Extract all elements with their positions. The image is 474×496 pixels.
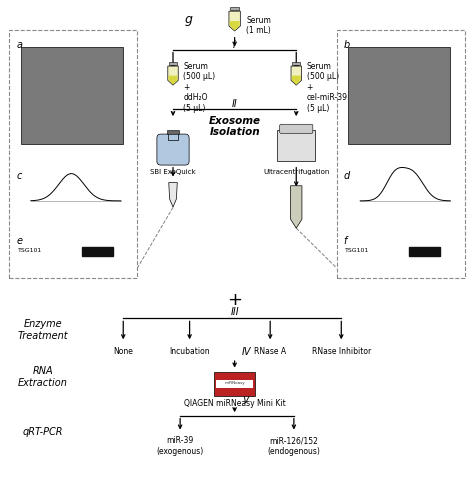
- Text: II: II: [232, 99, 237, 109]
- FancyBboxPatch shape: [292, 62, 301, 65]
- FancyBboxPatch shape: [157, 134, 189, 165]
- Text: None: None: [113, 347, 133, 356]
- Polygon shape: [229, 21, 240, 31]
- FancyBboxPatch shape: [280, 124, 313, 133]
- Text: Serum
(1 mL): Serum (1 mL): [246, 16, 271, 35]
- FancyBboxPatch shape: [337, 30, 465, 278]
- Text: Serum
(500 μL)
+
ddH₂O
(5 μL): Serum (500 μL) + ddH₂O (5 μL): [183, 62, 216, 113]
- Text: b: b: [344, 40, 350, 50]
- Polygon shape: [168, 75, 178, 85]
- FancyBboxPatch shape: [217, 379, 253, 388]
- FancyBboxPatch shape: [230, 7, 239, 10]
- Text: V: V: [242, 395, 248, 405]
- FancyBboxPatch shape: [348, 47, 450, 144]
- FancyBboxPatch shape: [167, 130, 179, 134]
- FancyBboxPatch shape: [21, 47, 123, 144]
- FancyBboxPatch shape: [9, 30, 137, 278]
- Text: SBI ExoQuick: SBI ExoQuick: [150, 169, 196, 175]
- Text: qRT-PCR: qRT-PCR: [22, 427, 63, 436]
- Text: miR-39
(exogenous): miR-39 (exogenous): [156, 436, 204, 456]
- FancyBboxPatch shape: [168, 133, 178, 139]
- Text: RNase Inhibitor: RNase Inhibitor: [311, 347, 371, 356]
- Polygon shape: [291, 66, 301, 85]
- FancyBboxPatch shape: [169, 62, 177, 65]
- Text: Exosome
Isolation: Exosome Isolation: [209, 116, 261, 137]
- Polygon shape: [229, 11, 240, 31]
- Text: g: g: [184, 13, 192, 26]
- Text: RNA
Extraction: RNA Extraction: [18, 366, 68, 388]
- Text: miR-126/152
(endogenous): miR-126/152 (endogenous): [267, 436, 320, 456]
- Polygon shape: [292, 75, 301, 85]
- Text: +: +: [227, 291, 242, 309]
- Text: Incubation: Incubation: [169, 347, 210, 356]
- Text: miRNeasy: miRNeasy: [224, 381, 245, 385]
- FancyBboxPatch shape: [409, 247, 439, 256]
- Text: e: e: [17, 236, 23, 246]
- Text: TSG101: TSG101: [18, 248, 42, 253]
- Text: Enzyme
Treatment: Enzyme Treatment: [18, 319, 68, 341]
- Text: c: c: [17, 171, 22, 181]
- Polygon shape: [291, 186, 302, 228]
- Polygon shape: [169, 183, 177, 207]
- Text: d: d: [344, 171, 350, 181]
- Text: I: I: [233, 40, 236, 50]
- Text: Ultracentrifugation: Ultracentrifugation: [263, 169, 329, 175]
- Text: RNase A: RNase A: [254, 347, 286, 356]
- Text: a: a: [17, 40, 23, 50]
- Text: TSG101: TSG101: [345, 248, 369, 253]
- Polygon shape: [168, 66, 178, 85]
- FancyBboxPatch shape: [277, 130, 315, 161]
- FancyBboxPatch shape: [214, 372, 255, 396]
- Text: QIAGEN miRNeasy Mini Kit: QIAGEN miRNeasy Mini Kit: [184, 399, 285, 408]
- Text: IV: IV: [242, 347, 251, 357]
- Text: Serum
(500 μL)
+
cel-miR-39
(5 μL): Serum (500 μL) + cel-miR-39 (5 μL): [307, 62, 347, 113]
- FancyBboxPatch shape: [82, 247, 112, 256]
- Text: f: f: [344, 236, 347, 246]
- Text: III: III: [230, 308, 239, 317]
